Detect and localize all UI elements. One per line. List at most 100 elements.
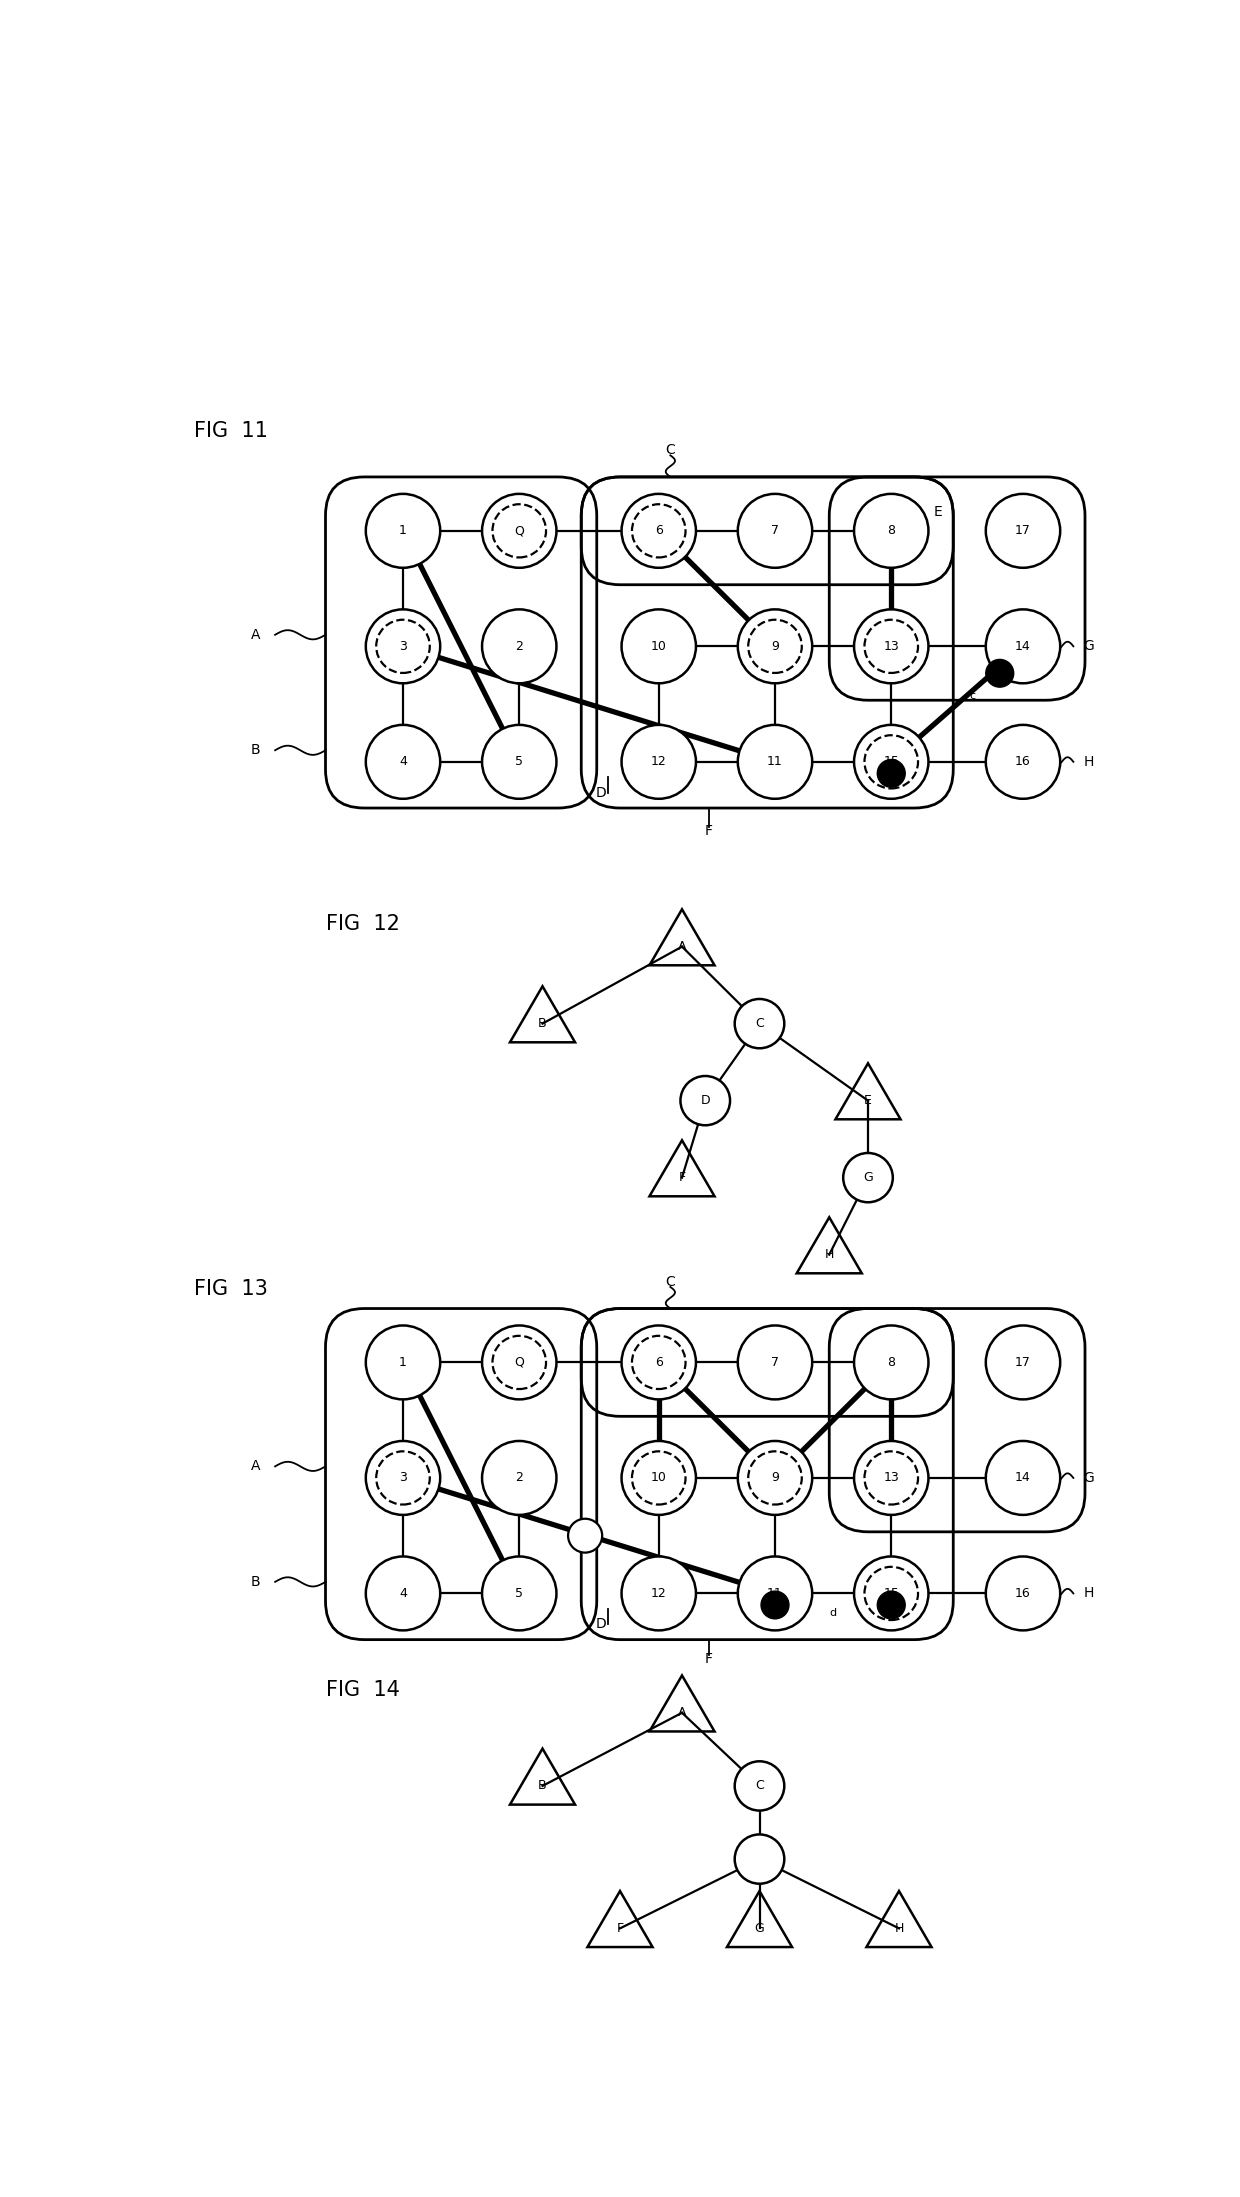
- Text: E: E: [864, 1094, 872, 1107]
- Circle shape: [986, 659, 1014, 688]
- Text: Q: Q: [515, 525, 525, 538]
- Text: 16: 16: [1016, 1586, 1030, 1599]
- Circle shape: [366, 1441, 440, 1516]
- Circle shape: [366, 725, 440, 800]
- Circle shape: [878, 1591, 905, 1619]
- Text: 13: 13: [883, 1472, 899, 1485]
- Circle shape: [366, 1555, 440, 1630]
- Text: C: C: [755, 1780, 764, 1793]
- Circle shape: [986, 725, 1060, 800]
- Text: F: F: [706, 824, 713, 837]
- Text: B: B: [250, 1575, 260, 1588]
- Text: 7: 7: [771, 1356, 779, 1369]
- Text: F: F: [678, 1171, 686, 1184]
- Text: B: B: [250, 743, 260, 758]
- Text: 17: 17: [1016, 525, 1030, 538]
- Circle shape: [986, 1555, 1060, 1630]
- Circle shape: [843, 1153, 893, 1202]
- Circle shape: [734, 1000, 784, 1048]
- Circle shape: [482, 609, 557, 683]
- Circle shape: [854, 1325, 929, 1399]
- Text: 1: 1: [399, 525, 407, 538]
- Circle shape: [854, 1555, 929, 1630]
- Text: 4: 4: [399, 1586, 407, 1599]
- Circle shape: [738, 609, 812, 683]
- Text: c: c: [970, 692, 976, 701]
- Text: 14: 14: [1016, 639, 1030, 653]
- Text: 15: 15: [883, 1586, 899, 1599]
- Text: 9: 9: [771, 1472, 779, 1485]
- Text: 6: 6: [655, 525, 662, 538]
- Text: H: H: [1084, 1586, 1094, 1599]
- Text: F: F: [616, 1922, 624, 1936]
- Text: G: G: [863, 1171, 873, 1184]
- Text: 2: 2: [516, 1472, 523, 1485]
- Text: A: A: [678, 1707, 686, 1720]
- Text: FIG  12: FIG 12: [325, 914, 399, 934]
- Text: 9: 9: [771, 639, 779, 653]
- Circle shape: [738, 494, 812, 567]
- Text: B: B: [538, 1017, 547, 1030]
- Circle shape: [738, 1325, 812, 1399]
- Text: 3: 3: [399, 1472, 407, 1485]
- Circle shape: [738, 1441, 812, 1516]
- Circle shape: [734, 1762, 784, 1810]
- Text: 4: 4: [399, 756, 407, 769]
- Text: 12: 12: [651, 1586, 667, 1599]
- Circle shape: [738, 1555, 812, 1630]
- Text: FIG  11: FIG 11: [193, 422, 268, 442]
- Text: Q: Q: [515, 1356, 525, 1369]
- Text: 5: 5: [516, 756, 523, 769]
- Text: 16: 16: [1016, 756, 1030, 769]
- Text: 2: 2: [516, 639, 523, 653]
- Text: D: D: [595, 787, 606, 800]
- Text: A: A: [678, 940, 686, 953]
- Text: A: A: [250, 1459, 260, 1474]
- Circle shape: [568, 1518, 603, 1553]
- Text: B: B: [538, 1780, 547, 1793]
- Text: F: F: [706, 1652, 713, 1665]
- Circle shape: [482, 494, 557, 567]
- Circle shape: [482, 1325, 557, 1399]
- Text: C: C: [666, 1274, 676, 1290]
- Text: D: D: [595, 1617, 606, 1630]
- Circle shape: [621, 725, 696, 800]
- Circle shape: [621, 1555, 696, 1630]
- Text: 11: 11: [768, 756, 782, 769]
- Circle shape: [854, 609, 929, 683]
- Text: FIG  14: FIG 14: [325, 1681, 399, 1700]
- Circle shape: [854, 1441, 929, 1516]
- Text: C: C: [666, 444, 676, 457]
- Text: 17: 17: [1016, 1356, 1030, 1369]
- Circle shape: [621, 1325, 696, 1399]
- Circle shape: [681, 1077, 730, 1125]
- Circle shape: [878, 760, 905, 787]
- Circle shape: [734, 1834, 784, 1883]
- Text: G: G: [1084, 639, 1094, 653]
- Circle shape: [621, 1441, 696, 1516]
- Text: 7: 7: [771, 525, 779, 538]
- Text: 13: 13: [883, 639, 899, 653]
- Text: E: E: [934, 505, 942, 518]
- Text: 3: 3: [399, 639, 407, 653]
- Text: H: H: [825, 1248, 835, 1261]
- Text: 5: 5: [516, 1586, 523, 1599]
- Circle shape: [621, 609, 696, 683]
- Text: H: H: [1084, 756, 1094, 769]
- Text: 8: 8: [888, 1356, 895, 1369]
- Text: G: G: [755, 1922, 764, 1936]
- Text: 10: 10: [651, 1472, 667, 1485]
- Text: FIG  13: FIG 13: [193, 1279, 268, 1298]
- Text: 8: 8: [888, 525, 895, 538]
- Text: 10: 10: [651, 639, 667, 653]
- Circle shape: [366, 494, 440, 567]
- Circle shape: [986, 1441, 1060, 1516]
- Text: G: G: [1084, 1472, 1094, 1485]
- Circle shape: [986, 1325, 1060, 1399]
- Circle shape: [986, 609, 1060, 683]
- Circle shape: [854, 494, 929, 567]
- Circle shape: [621, 494, 696, 567]
- Circle shape: [482, 725, 557, 800]
- Text: D: D: [701, 1094, 711, 1107]
- Text: A: A: [250, 628, 260, 642]
